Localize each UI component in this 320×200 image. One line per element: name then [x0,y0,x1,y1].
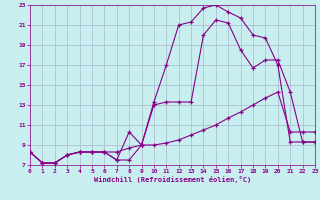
X-axis label: Windchill (Refroidissement éolien,°C): Windchill (Refroidissement éolien,°C) [94,176,251,183]
